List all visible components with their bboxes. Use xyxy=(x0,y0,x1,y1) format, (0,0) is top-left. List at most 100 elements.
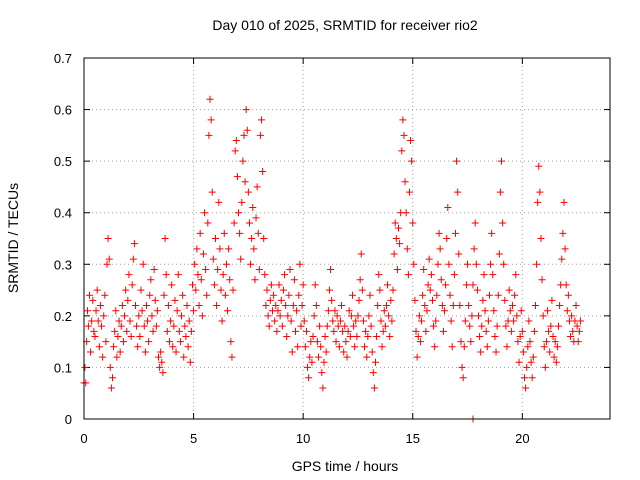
data-point xyxy=(113,353,121,361)
data-point xyxy=(545,327,553,335)
data-point xyxy=(458,363,466,371)
data-point xyxy=(400,131,408,139)
data-point xyxy=(276,312,284,320)
data-point xyxy=(161,235,169,242)
data-point xyxy=(444,204,452,212)
data-point xyxy=(534,198,542,206)
data-point xyxy=(196,229,204,237)
data-point xyxy=(84,307,92,315)
data-point xyxy=(368,348,376,356)
data-point xyxy=(297,322,305,330)
data-point xyxy=(84,322,92,330)
data-point xyxy=(266,296,274,304)
data-point xyxy=(316,322,324,330)
data-point xyxy=(508,302,516,310)
data-point xyxy=(310,312,318,320)
data-point xyxy=(299,281,307,289)
y-tick-label: 0.4 xyxy=(54,206,72,221)
data-point xyxy=(147,276,155,284)
data-point xyxy=(315,353,323,361)
data-point xyxy=(293,307,301,315)
data-point xyxy=(347,312,355,320)
data-point xyxy=(346,332,354,340)
data-point xyxy=(281,271,289,279)
data-point xyxy=(229,286,237,294)
data-point xyxy=(325,286,333,294)
data-point xyxy=(283,332,291,340)
data-point xyxy=(389,286,397,294)
data-point xyxy=(560,198,568,206)
data-point xyxy=(522,384,530,392)
data-point xyxy=(259,167,267,175)
data-point xyxy=(402,209,410,217)
data-point xyxy=(334,322,342,330)
data-point xyxy=(301,343,309,351)
data-point xyxy=(454,188,462,196)
data-point xyxy=(163,327,171,335)
data-point xyxy=(448,343,456,351)
data-point xyxy=(149,327,157,335)
data-point xyxy=(186,358,194,366)
data-point xyxy=(358,286,366,294)
data-point xyxy=(430,322,438,330)
chart-title: Day 010 of 2025, SRMTID for receiver rio… xyxy=(212,17,478,33)
data-point xyxy=(530,327,538,335)
data-point xyxy=(575,327,583,335)
data-point xyxy=(108,374,116,382)
data-point xyxy=(384,281,392,289)
data-point xyxy=(563,307,571,315)
data-point xyxy=(547,322,555,330)
data-point xyxy=(561,245,569,253)
data-point xyxy=(405,188,413,196)
data-point xyxy=(330,327,338,335)
data-point xyxy=(263,286,271,294)
data-point xyxy=(104,235,112,242)
data-point xyxy=(380,307,388,315)
data-point xyxy=(399,116,407,124)
data-point xyxy=(519,348,527,356)
data-point xyxy=(485,291,493,299)
data-point xyxy=(237,255,245,263)
data-point xyxy=(294,343,302,351)
data-point xyxy=(441,307,449,315)
data-point xyxy=(179,291,187,299)
data-point xyxy=(296,260,304,268)
data-point xyxy=(85,291,93,299)
data-point xyxy=(151,296,159,304)
data-point xyxy=(348,291,356,299)
data-point xyxy=(141,348,149,356)
data-point xyxy=(222,260,230,268)
data-point xyxy=(361,343,369,351)
data-point xyxy=(295,291,303,299)
data-point xyxy=(442,281,450,289)
data-point xyxy=(313,338,321,346)
data-point xyxy=(404,271,412,279)
data-point xyxy=(304,363,312,371)
data-point xyxy=(515,358,523,366)
data-point xyxy=(364,332,372,340)
data-point xyxy=(228,353,236,361)
data-point xyxy=(487,260,495,268)
data-point xyxy=(412,327,420,335)
data-point xyxy=(291,327,299,335)
data-point xyxy=(88,317,96,325)
data-point xyxy=(176,338,184,346)
data-point xyxy=(165,338,173,346)
data-point xyxy=(363,353,371,361)
data-point xyxy=(132,302,140,310)
data-point xyxy=(140,322,148,330)
data-point xyxy=(95,343,103,351)
data-point xyxy=(478,322,486,330)
data-point xyxy=(128,281,136,289)
data-point xyxy=(106,363,114,371)
data-point xyxy=(569,327,577,335)
data-point xyxy=(568,312,576,320)
data-point xyxy=(93,286,101,294)
data-point xyxy=(251,276,259,284)
data-point xyxy=(302,327,310,335)
data-point xyxy=(433,291,441,299)
data-point xyxy=(503,343,511,351)
data-point xyxy=(387,296,395,304)
data-point xyxy=(438,302,446,310)
data-point xyxy=(481,307,489,315)
